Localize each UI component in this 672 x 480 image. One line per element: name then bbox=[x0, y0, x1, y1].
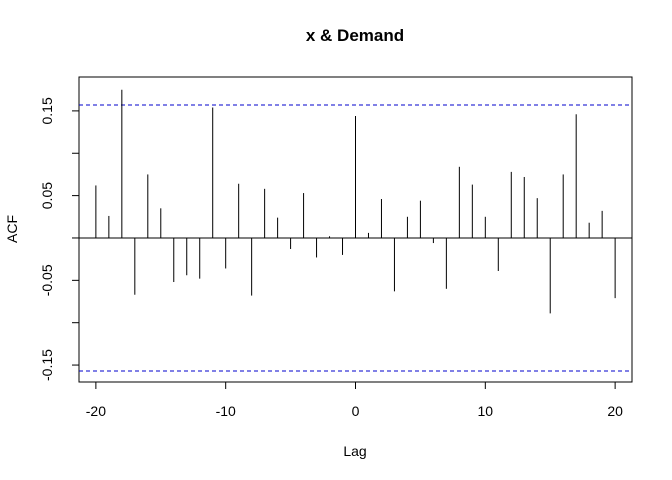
chart-title: x & Demand bbox=[306, 26, 404, 45]
x-tick-label: -20 bbox=[86, 403, 106, 419]
x-tick-label: -10 bbox=[216, 403, 236, 419]
y-tick-label: -0.05 bbox=[39, 264, 55, 296]
y-axis-label: ACF bbox=[4, 215, 20, 243]
x-tick-label: 10 bbox=[478, 403, 494, 419]
x-axis: -20 -10 0 10 20 bbox=[86, 381, 623, 419]
x-tick-label: 20 bbox=[607, 403, 623, 419]
y-axis: -0.15 -0.05 0.05 0.15 bbox=[39, 97, 80, 381]
y-tick-label: 0.15 bbox=[39, 97, 55, 124]
x-axis-label: Lag bbox=[343, 443, 366, 459]
confidence-bounds bbox=[79, 104, 632, 372]
y-tick-label: 0.05 bbox=[39, 182, 55, 209]
y-tick-label: -0.15 bbox=[39, 349, 55, 381]
acf-bars bbox=[95, 89, 616, 314]
x-tick-label: 0 bbox=[352, 403, 360, 419]
